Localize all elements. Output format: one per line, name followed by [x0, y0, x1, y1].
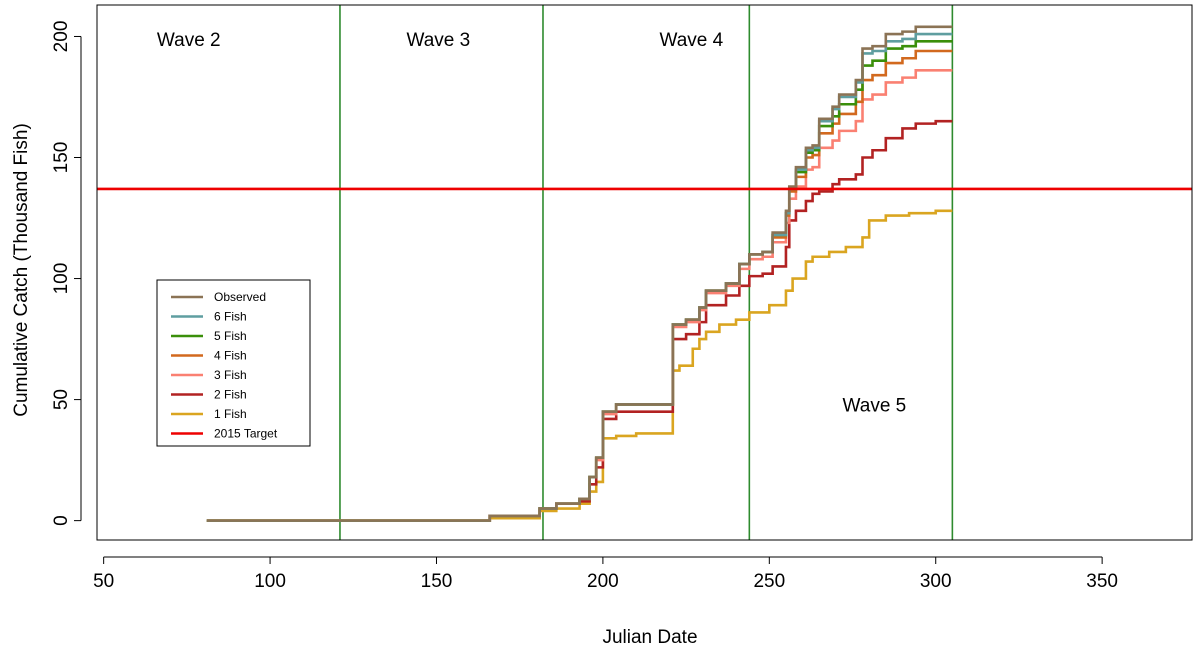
x-tick-label-100: 100	[254, 571, 286, 592]
x-tick-label-300: 300	[920, 571, 952, 592]
x-tick-label-150: 150	[421, 571, 453, 592]
wave-label-1: Wave 2	[157, 30, 221, 51]
x-tick-label-250: 250	[753, 571, 785, 592]
legend-label-observed: Observed	[214, 290, 266, 304]
legend: Observed 6 Fish 5 Fish 4 Fish 3 Fish 2 Fish 1 …	[156, 279, 311, 447]
series-line-3-fish	[206, 69, 953, 522]
data-layer: Wave 2 Wave 3 Wave 4 Wave 5	[97, 5, 1192, 540]
series-line-observed	[206, 25, 953, 522]
series-line-6-fish	[206, 32, 953, 522]
y-tick-label-200: 200	[51, 21, 72, 53]
y-tick-label-50: 50	[51, 389, 72, 410]
y-tick-label-0: 0	[51, 515, 72, 526]
legend-label-2015-target: 2015 Target	[214, 427, 278, 441]
wave-label-2: Wave 3	[407, 30, 471, 51]
x-axis-label: Julian Date	[602, 627, 697, 648]
wave-label-4: Wave 5	[843, 395, 907, 416]
legend-box	[156, 279, 311, 447]
legend-label-6-fish: 6 Fish	[214, 310, 247, 324]
wave-label-3: Wave 4	[659, 30, 723, 51]
x-tick-label-200: 200	[587, 571, 619, 592]
series-line-4-fish	[206, 49, 953, 522]
plot-frame	[96, 4, 1193, 541]
y-axis-label: Cumulative Catch (Thousand Fish)	[11, 123, 32, 417]
legend-label-2-fish: 2 Fish	[214, 388, 247, 402]
series-line-1-fish	[206, 209, 953, 522]
legend-label-5-fish: 5 Fish	[214, 329, 247, 343]
y-tick-label-100: 100	[51, 263, 72, 295]
legend-label-1-fish: 1 Fish	[214, 407, 247, 421]
x-tick-label-50: 50	[93, 571, 114, 592]
legend-label-3-fish: 3 Fish	[214, 368, 247, 382]
x-tick-label-350: 350	[1086, 571, 1118, 592]
series-line-2-fish	[206, 119, 953, 522]
legend-label-4-fish: 4 Fish	[214, 349, 247, 363]
y-tick-label-150: 150	[51, 142, 72, 174]
axes: 50 100 150 200 250 300 350 0 50 100 150 200	[51, 4, 1193, 592]
